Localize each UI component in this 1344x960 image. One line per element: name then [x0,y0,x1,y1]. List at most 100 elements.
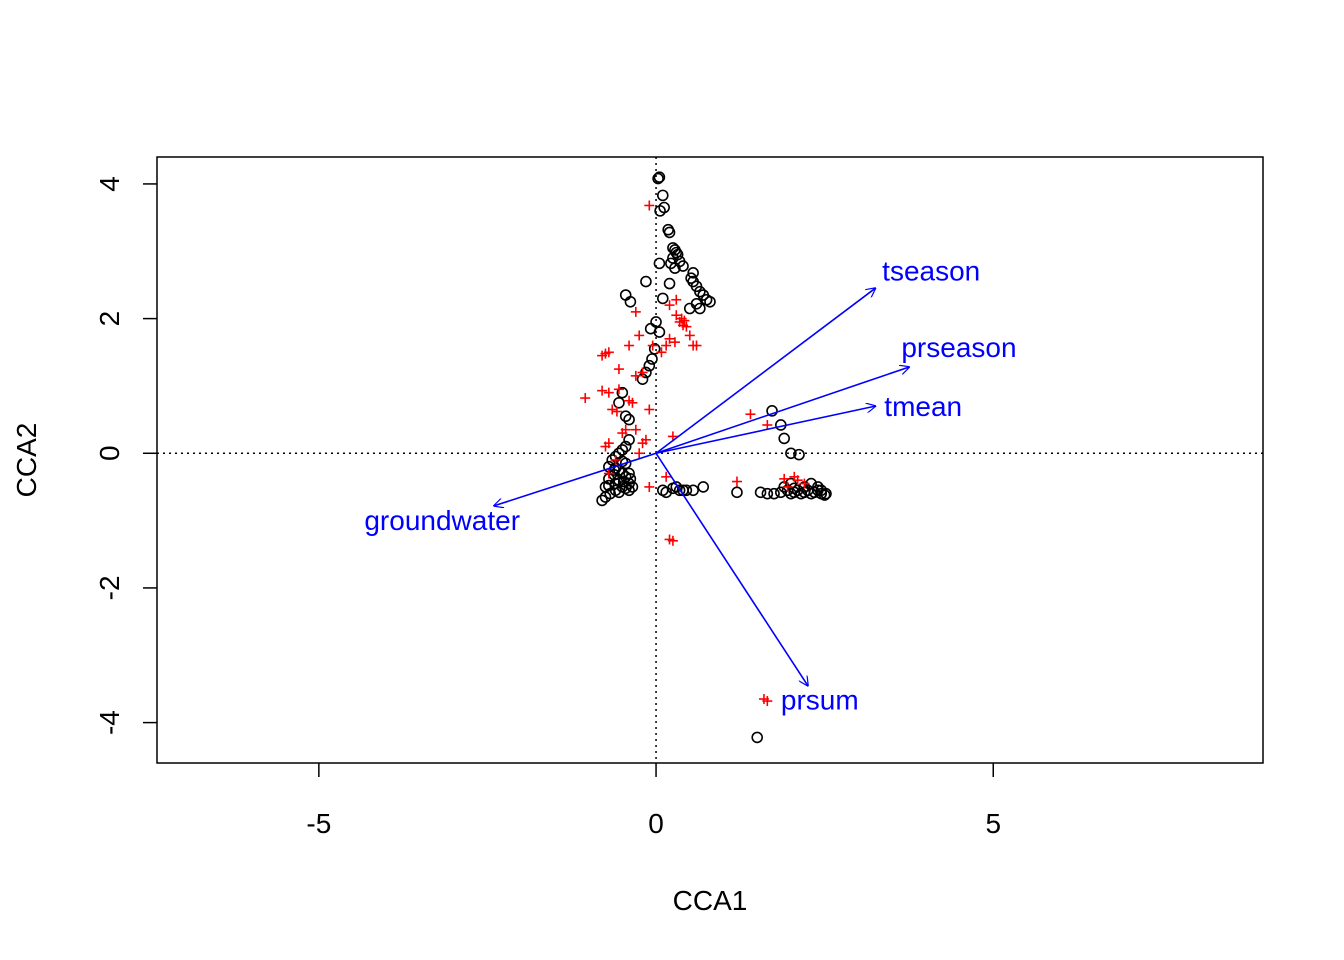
species-point [782,481,793,492]
site-point [596,494,608,507]
species-point [611,406,622,417]
species-point [630,306,641,317]
site-point [646,353,658,365]
species-point [597,385,608,396]
site-point [663,277,676,290]
species-point [745,409,756,420]
biplot-label-tmean: tmean [884,391,962,422]
y-tick-label: 2 [94,311,125,327]
site-point [619,410,632,423]
species-point [681,321,692,332]
site-point [815,484,828,497]
species-point [600,441,611,452]
site-point [656,292,669,305]
x-tick-label: -5 [306,808,331,839]
species-point [603,468,614,479]
site-point [653,171,666,183]
biplot-arrow-prseason [655,367,909,455]
species-point [691,340,702,351]
y-tick-label: 0 [94,445,125,461]
site-point [669,262,681,274]
site-point [680,484,693,497]
site-points [596,171,832,744]
reference-lines [157,157,1263,763]
site-point [623,433,635,446]
species-point [731,476,742,487]
species-point [679,315,690,326]
species-point [617,428,628,439]
site-point [623,413,635,426]
site-point [613,396,625,409]
species-point [610,455,621,465]
biplot-label-tseason: tseason [882,255,980,286]
species-point [644,404,655,415]
biplot-label-groundwater: groundwater [364,505,520,536]
site-point [644,322,657,335]
site-point [731,486,743,499]
species-point [630,424,641,435]
x-axis-title: CCA1 [673,885,748,916]
site-point [704,295,716,308]
y-tick-label: 4 [94,176,125,192]
site-point [623,484,635,497]
x-tick-label: 0 [648,808,664,839]
plot-frame [156,156,1264,764]
site-point [697,481,710,493]
species-point [627,397,638,408]
site-point [616,444,629,456]
biplot-label-prsum: prsum [781,685,859,716]
species-point [603,387,614,398]
species-point [762,696,773,707]
species-point [664,333,675,344]
species-point [799,478,810,489]
species-point [613,384,624,395]
biplot-arrow-prsum [655,452,808,685]
species-point [634,330,645,341]
species-point [624,340,635,351]
species-point [640,434,651,445]
site-point [616,386,629,399]
site-point [677,260,689,272]
y-tick-label: -4 [94,710,125,735]
species-point [597,350,608,361]
site-point [654,205,666,217]
site-point [624,473,637,485]
species-points [580,200,810,707]
species-point [637,367,648,378]
site-point [751,731,764,744]
species-point [661,471,672,482]
site-point [619,457,632,470]
x-tick-label: 5 [985,808,1001,839]
site-point [687,484,699,497]
site-point [653,257,666,270]
biplot-label-prseason: prseason [901,332,1016,363]
site-point [599,491,612,503]
site-point [626,481,639,493]
biplot-arrow-groundwater [494,452,657,506]
site-point [663,226,676,239]
species-point [644,200,655,211]
species-point [607,404,618,415]
species-point [779,473,790,484]
species-point [684,330,695,341]
site-point [785,447,797,460]
site-point [619,440,632,453]
site-point [766,405,778,417]
site-point [652,172,664,185]
species-point [762,419,773,430]
species-point [667,535,678,546]
species-point [647,340,658,351]
species-point [634,448,645,459]
biplot-arrow-tmean [655,406,875,455]
species-point [613,364,624,375]
site-point [656,189,669,202]
species-point [664,300,675,311]
site-point [793,448,805,461]
site-point [617,475,630,488]
species-point [630,370,641,381]
species-point [644,481,655,492]
site-point [687,267,699,279]
site-point [643,359,656,372]
site-point [694,285,706,298]
